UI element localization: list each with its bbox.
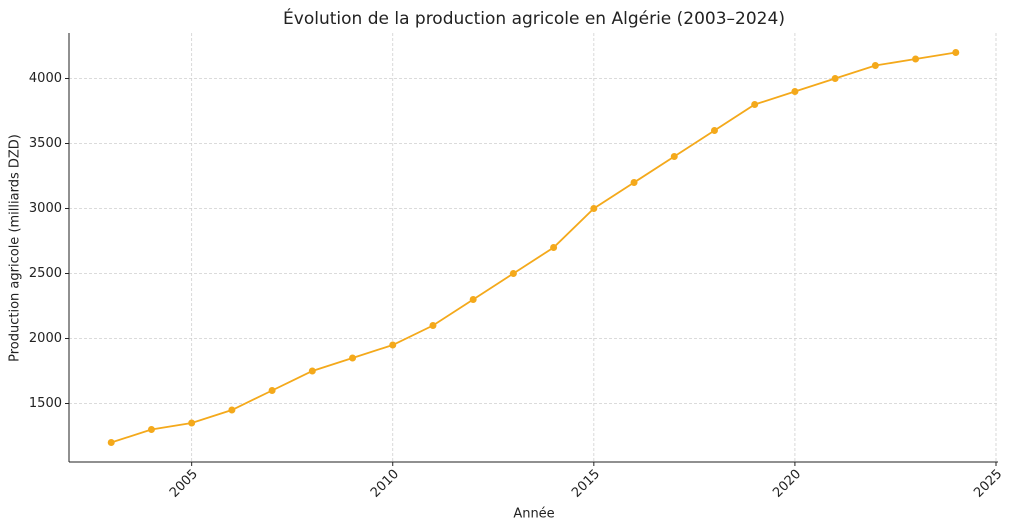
data-point — [509, 270, 517, 277]
data-point — [751, 101, 759, 108]
data-point — [147, 426, 155, 433]
data-point — [630, 179, 638, 186]
series-line — [110, 51, 956, 444]
data-point — [429, 322, 437, 329]
x-tick-label: 2005 — [167, 467, 201, 501]
data-point — [228, 406, 236, 414]
x-tick-label: 2010 — [368, 467, 402, 501]
y-tick-label: 3000 — [29, 201, 62, 216]
y-tick-label: 4000 — [29, 71, 62, 86]
data-point — [791, 88, 799, 95]
x-tick-label: 2025 — [971, 467, 1005, 501]
data-point — [268, 387, 276, 394]
data-point — [871, 62, 879, 69]
chart-title: Évolution de la production agricole en A… — [283, 7, 785, 29]
data-point — [469, 296, 477, 303]
data-point — [670, 153, 678, 160]
data-point — [710, 127, 718, 134]
data-point — [308, 367, 316, 375]
y-tick-label: 3500 — [29, 136, 62, 151]
data-point — [349, 354, 357, 362]
data-point — [107, 439, 115, 446]
data-point — [389, 341, 397, 349]
data-point — [188, 419, 196, 427]
x-axis-label: Année — [513, 507, 554, 522]
data-point — [912, 55, 920, 63]
x-tick-label: 2015 — [569, 467, 603, 501]
y-tick-label: 1500 — [29, 396, 62, 411]
y-tick-label: 2000 — [29, 331, 62, 346]
data-point — [550, 244, 558, 251]
data-point — [831, 75, 839, 82]
x-tick-label: 2020 — [770, 467, 804, 501]
data-point — [952, 49, 960, 56]
data-point — [590, 205, 598, 212]
y-tick-label: 2500 — [29, 266, 62, 281]
y-axis-label: Production agricole (milliards DZD) — [8, 134, 23, 362]
